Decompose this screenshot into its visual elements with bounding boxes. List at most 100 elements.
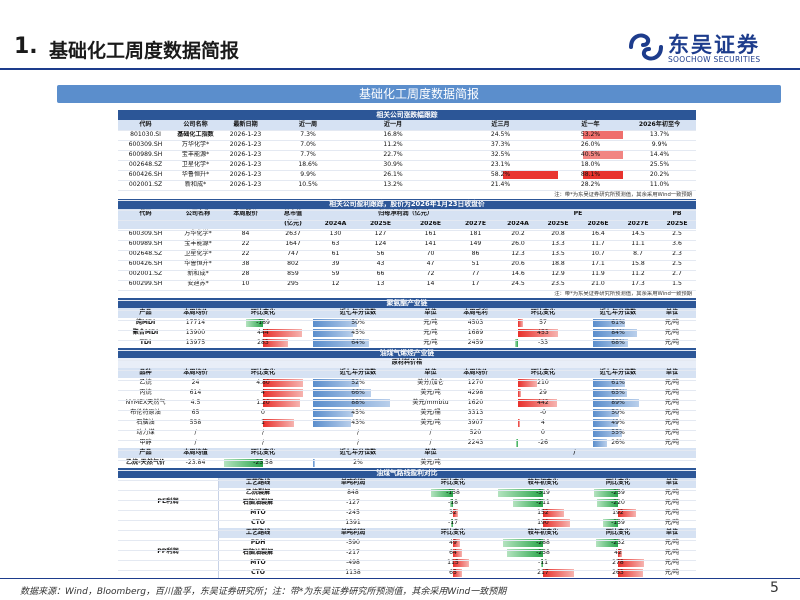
- s3-cell-gp: 2459: [467, 339, 484, 346]
- s1-header-code: 代码: [139, 121, 152, 128]
- s4-cell-gu: 元/吨: [664, 379, 680, 386]
- s1-cell-w: 7.0%: [300, 141, 316, 148]
- s4-cell-gp: 520: [469, 429, 482, 436]
- row-divider: [118, 300, 696, 301]
- s2-header-year: 2024A: [507, 220, 529, 227]
- s5-header-cell: 较年初变化: [527, 529, 559, 536]
- s2-cell-p24: 24.5: [511, 280, 525, 287]
- row-divider: [118, 240, 696, 241]
- s5-cell-u: 元/吨: [664, 569, 680, 576]
- s2-cell-name: 新和成*: [187, 270, 209, 277]
- s1-cell-date: 2026-1-23: [229, 181, 262, 188]
- s2-header-pe: PE: [573, 210, 583, 217]
- s5-cell-u: 元/吨: [664, 489, 680, 496]
- s4-cell-price: 614: [189, 389, 202, 396]
- s4-header-cell: 单位: [665, 369, 679, 376]
- s4-cell-chg: /: [261, 429, 265, 436]
- page-title: 基础化工周度数据简报: [49, 40, 240, 62]
- s1-cell-name: 新和成*: [184, 181, 207, 188]
- row-divider: [118, 330, 696, 331]
- s1-cell-q: 24.5%: [490, 131, 511, 138]
- s2-header-year: 2026E: [419, 220, 442, 227]
- s3-cell-chg: -189: [256, 319, 270, 326]
- s3-cell-gp: 4503: [467, 319, 484, 326]
- s3-header-cell: 产品: [139, 309, 152, 316]
- s3-cell-gpct: 61%: [611, 319, 625, 326]
- s5-cell-c2: -319: [536, 489, 550, 496]
- row-divider: [118, 400, 696, 401]
- s4-header-cell: 环比变化: [530, 369, 556, 376]
- s4-row: NYMEX天然气 4.5 1.20 88% 美元/mmbtu 1620 442 89% 元/吨: [118, 398, 696, 408]
- s5-cell-r: MTO: [250, 509, 266, 516]
- s4-cell-price: 65: [191, 409, 200, 416]
- row-divider: [118, 260, 696, 261]
- s5-change-bar: [453, 539, 460, 547]
- s2-row-600426.SH: 600426.SH 华鲁恒升* 38 802 39 43 47 51 20.6 18.8 17.1 1…: [118, 259, 696, 269]
- s3-header-cell: 本周均价: [183, 309, 208, 316]
- s2-cell-p25: 12.9: [551, 270, 565, 277]
- s2-cell-n24: 130: [329, 230, 342, 237]
- s1-header-row: 代码 公司名称 最新日期 近一周 近一月 近三月 近一年 2026年初至今: [118, 120, 696, 130]
- s4-cell-chg: 1: [261, 419, 265, 426]
- s1-header-y: 近一年: [581, 121, 600, 128]
- s2-cell-p26: 11.9: [591, 270, 605, 277]
- s4-cell-u: 美分/加仑: [417, 379, 444, 386]
- s2-header-mcap-unit: (亿元): [284, 220, 302, 227]
- s3-cell-price: 17714: [185, 319, 206, 326]
- s4-cell-pct: 52%: [351, 379, 365, 386]
- s1-cell-m: 22.7%: [383, 151, 403, 158]
- s5-cell-c1: -17: [448, 519, 458, 526]
- s2-cell-p24: 20.2: [511, 230, 525, 237]
- s2-cell-mcap: 1647: [285, 240, 301, 247]
- s4-cell-gchg: -26: [538, 439, 548, 446]
- s4-header-cell: 本周均价: [183, 369, 208, 376]
- s5-cell-c3: -259: [611, 489, 625, 496]
- s3-cell-u: 元/吨: [423, 319, 438, 326]
- s1-footnote: 注：带*为东吴证券研究所预测值，其余采用Wind一致预期: [554, 192, 692, 198]
- s1-cell-y: 53.2%: [580, 131, 601, 138]
- s3-margin-change-bar: [515, 339, 518, 347]
- s2-title: 相关公司盈利跟踪，股价为2026年1月23日收盘价: [118, 199, 696, 209]
- s5-yoy-change-bar: [593, 489, 618, 497]
- s5-cell-pr: -217: [346, 549, 360, 556]
- s5-pp-group-label: PP利润: [157, 548, 179, 555]
- s5-row-pe: CTO 1391 -17 190 -159 元/吨: [118, 518, 696, 528]
- s2-cell-n25: 13: [376, 280, 385, 287]
- s4-cell-p: 布伦特原油: [130, 409, 161, 416]
- row-divider: [118, 210, 696, 211]
- s4-cell-gpct: 61%: [611, 379, 625, 386]
- s4-cell-u: 美元/mmbtu: [412, 399, 449, 406]
- s3-cell-gp: 1689: [467, 329, 484, 336]
- s5-cell-pr: 1138: [345, 569, 361, 576]
- s2-cell-n25: 124: [374, 240, 387, 247]
- s5-cell-pr: -127: [346, 499, 360, 506]
- s2-cell-name: 宝丰能源*: [184, 240, 212, 247]
- s3-cell-chg: 444: [257, 329, 269, 336]
- s3-percentile-bar: [313, 319, 357, 327]
- s5-header-cell: 单吨利润: [340, 479, 366, 486]
- s4-cell-chg: 1.20: [256, 399, 270, 406]
- s3-margin-change-bar: [518, 329, 558, 337]
- s4-percentile-bar: [313, 419, 351, 427]
- s5-row-pp: 石脑油裂解 -217 64 -258 42 元/吨: [118, 548, 696, 558]
- s5-cell-c3: 42: [614, 549, 622, 556]
- s2-cell-price: 84: [241, 230, 250, 237]
- s2-row-600309.SH: 600309.SH 万华化学* 84 2637 130 127 161 181 20.2 20.8…: [118, 229, 696, 239]
- s4-margin-percentile-bar: [593, 409, 619, 417]
- s4-cell-gp: 1620: [467, 399, 484, 406]
- s1-title-text: 相关公司涨跌幅跟踪: [376, 111, 438, 119]
- row-divider: [118, 160, 696, 161]
- s5-ytd-change-bar: [506, 549, 543, 557]
- s5-cell-c1: 64: [449, 549, 457, 556]
- s5-cell-c1: -18: [448, 499, 458, 506]
- s3-header-cell: 近七年分位数: [599, 309, 637, 316]
- s5-row-pp: CTO 1138 65 217 263 元/吨: [118, 568, 696, 578]
- s4-cell-gp: 1270: [467, 379, 484, 386]
- s3-margin-percentile-bar: [593, 339, 629, 347]
- s4-margin-percentile-bar: [593, 429, 622, 437]
- s5-header-cell: 工艺路线: [245, 479, 271, 486]
- s4-cell-gchg: 4: [541, 419, 545, 426]
- s5-change-bar: [453, 559, 470, 567]
- s1-row-002001.SZ: 002001.SZ 新和成* 2026-1-23 10.5% 13.2% 21.4% 28.…: [118, 180, 696, 190]
- s4-cell-gchg: 442: [537, 399, 549, 406]
